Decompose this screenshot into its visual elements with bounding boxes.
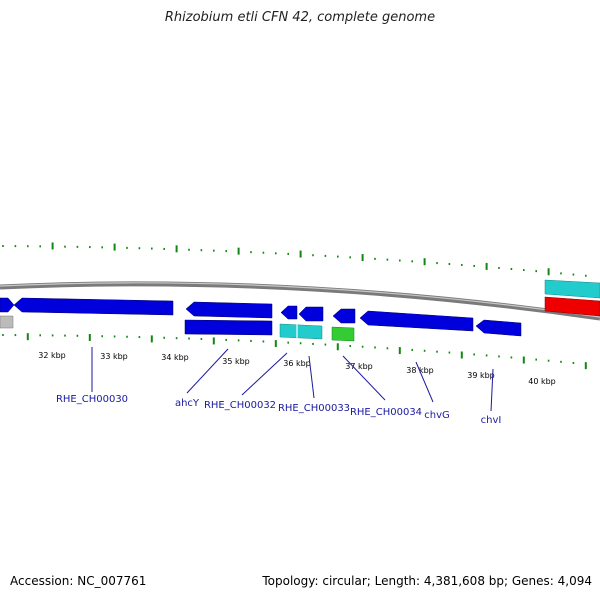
forward-strand-features xyxy=(0,279,600,337)
cds-arrow[interactable] xyxy=(0,297,15,313)
cds-arrow[interactable] xyxy=(298,306,324,322)
gene-label[interactable]: chvG xyxy=(424,410,450,421)
grey-feature[interactable] xyxy=(0,315,14,329)
genome-stats-text: Topology: circular; Length: 4,381,608 bp… xyxy=(262,574,592,588)
gene-label[interactable]: RHE_CH00030 xyxy=(56,394,128,405)
genome-backbone xyxy=(0,281,600,321)
gene-label[interactable]: ahcY xyxy=(175,398,200,409)
genome-backbone-highlight xyxy=(0,282,600,318)
ruler-tick-label: 33 kbp xyxy=(100,352,128,361)
gene-callout-line xyxy=(186,348,229,394)
gene-callouts: RHE_CH00030 ahcY RHE_CH00032 RHE_CH00033 RHE… xyxy=(56,347,501,426)
ruler-tick-label: 37 kbp xyxy=(345,362,373,371)
green-feature[interactable] xyxy=(331,326,355,342)
ruler-tick-label: 32 kbp xyxy=(38,351,66,360)
gene-label[interactable]: RHE_CH00034 xyxy=(350,407,422,418)
cds-arrow[interactable] xyxy=(280,305,298,320)
ruler-tick-label: 34 kbp xyxy=(161,353,189,362)
cds-box[interactable] xyxy=(184,319,273,336)
red-feature[interactable] xyxy=(544,296,600,317)
gene-callout-line xyxy=(241,352,288,396)
reverse-strand-features xyxy=(0,296,600,342)
cyan-feature[interactable] xyxy=(544,279,600,299)
cds-arrow[interactable] xyxy=(185,301,273,319)
ruler-tick-label: 36 kbp xyxy=(283,359,311,368)
gene-callout-line xyxy=(342,355,386,401)
cds-arrow[interactable] xyxy=(475,319,522,337)
ruler-tick-label: 35 kbp xyxy=(222,357,250,366)
gene-label[interactable]: RHE_CH00032 xyxy=(204,400,276,411)
ruler-labels: 32 kbp 33 kbp 34 kbp 35 kbp 36 kbp 37 kbp 38 k… xyxy=(38,351,556,386)
cds-arrow[interactable] xyxy=(359,310,474,332)
cds-arrow[interactable] xyxy=(332,308,356,324)
map-title: Rhizobium etli CFN 42, complete genome xyxy=(164,10,436,25)
gene-label[interactable]: RHE_CH00033 xyxy=(278,403,350,414)
outer-tick-row xyxy=(2,242,587,277)
gene-callout-line xyxy=(415,361,434,403)
accession-text: Accession: NC_007761 xyxy=(10,574,147,588)
gene-callout-line xyxy=(490,368,494,412)
gene-callout-line xyxy=(308,355,315,399)
gene-label[interactable]: chvI xyxy=(481,415,502,426)
ruler-tick-label: 40 kbp xyxy=(528,377,556,386)
cds-arrow[interactable] xyxy=(13,297,174,316)
inner-tick-row xyxy=(2,333,587,370)
ruler-tick-label: 39 kbp xyxy=(467,371,495,380)
cyan-feature[interactable] xyxy=(279,323,323,340)
